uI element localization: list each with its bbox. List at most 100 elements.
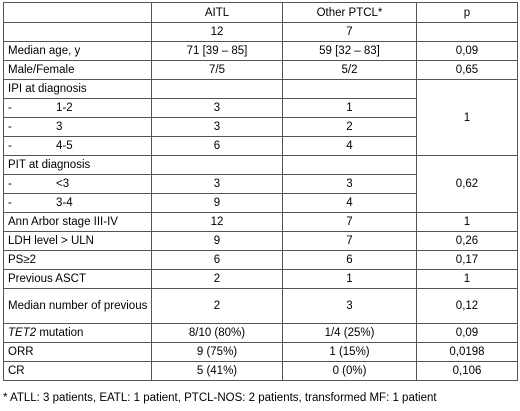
cell-aitl: 8/10 (80%) (151, 323, 283, 343)
cell-aitl: 12 (151, 212, 283, 232)
table-row: PIT at diagnosis 0,62 (3, 155, 518, 213)
cell-aitl: 9 (151, 193, 283, 213)
table-row: Previous ASCT 2 1 1 (3, 269, 518, 289)
table-row: - <3 3 3 (3, 174, 518, 194)
table-row: Median age, y 71 [39 – 85] 59 [32 – 83] … (3, 41, 518, 61)
cell-p: 0,106 (416, 361, 518, 381)
row-label: Ann Arbor stage III-IV (3, 212, 152, 232)
table-row: ORR 9 (75%) 1 (15%) 0,0198 (3, 342, 518, 362)
row-label: PIT at diagnosis (3, 155, 152, 175)
cell-aitl: 7/5 (151, 60, 283, 80)
cell-aitl: 2 (151, 269, 283, 289)
cell-aitl: 5 (41%) (151, 361, 283, 381)
cell-other: 0 (0%) (282, 361, 417, 381)
counts-row: 12 7 (3, 22, 518, 42)
row-sublabel: - <3 (3, 174, 152, 194)
row-sublabel: - 1-2 (3, 98, 152, 118)
cell-aitl: 6 (151, 250, 283, 270)
cell-aitl: 9 (151, 231, 283, 251)
cell-other: 7 (282, 231, 417, 251)
cell-aitl: 3 (151, 98, 283, 118)
count-other: 7 (282, 22, 417, 42)
cell-p: 1 (416, 212, 518, 232)
cell-p: 0,62 (416, 155, 518, 213)
counts-label (3, 22, 152, 42)
table-row: PS≥2 6 6 0,17 (3, 250, 518, 270)
cell-other (282, 79, 417, 99)
cell-other: 2 (282, 117, 417, 137)
sublabel-text: 4-5 (56, 140, 73, 152)
row-label: IPI at diagnosis (3, 79, 152, 99)
cell-p: 1 (416, 79, 518, 156)
cell-aitl (151, 155, 283, 175)
table-row: - 1-2 3 1 (3, 98, 518, 118)
count-aitl: 12 (151, 22, 283, 42)
sublabel-text: 1-2 (56, 102, 73, 114)
cell-p: 0,09 (416, 323, 518, 343)
header-row: AITL Other PTCL* p (3, 2, 518, 23)
cell-p: 0,65 (416, 60, 518, 80)
row-label: CR (3, 361, 152, 381)
table-row: CR 5 (41%) 0 (0%) 0,106 (3, 361, 518, 381)
sublabel-text: <3 (56, 178, 70, 190)
table-row: Male/Female 7/5 5/2 0,65 (3, 60, 518, 80)
cell-other: 59 [32 – 83] (282, 41, 417, 61)
cell-other: 7 (282, 212, 417, 232)
cell-other: 1/4 (25%) (282, 323, 417, 343)
header-empty (3, 2, 152, 23)
row-sublabel: - 4-5 (3, 136, 152, 156)
sublabel-text: 3-4 (56, 197, 73, 209)
cell-p: 0,17 (416, 250, 518, 270)
cell-p: 0,26 (416, 231, 518, 251)
cell-p: 0,09 (416, 41, 518, 61)
row-label: PS≥2 (3, 250, 152, 270)
footnote: * ATLL: 3 patients, EATL: 1 patient, PTC… (3, 392, 437, 404)
cell-p: 0,12 (416, 288, 518, 324)
comparison-table: AITL Other PTCL* p 12 7 Median age, y 71… (3, 2, 518, 381)
cell-aitl: 3 (151, 117, 283, 137)
table-row: LDH level > ULN 9 7 0,26 (3, 231, 518, 251)
row-label: ORR (3, 342, 152, 362)
table-row: TET2 mutation 8/10 (80%) 1/4 (25%) 0,09 (3, 323, 518, 343)
dash: - (8, 197, 12, 209)
sublabel-text: 3 (56, 121, 63, 133)
cell-other: 3 (282, 174, 417, 194)
cell-other: 6 (282, 250, 417, 270)
table-row: Median number of previous therapy 2 3 0,… (3, 288, 518, 324)
cell-other: 4 (282, 136, 417, 156)
header-aitl: AITL (151, 2, 283, 23)
table-row: IPI at diagnosis 1 (3, 79, 518, 156)
cell-aitl: 3 (151, 174, 283, 194)
dash: - (8, 121, 12, 133)
dash: - (8, 102, 12, 114)
cell-other: 1 (282, 98, 417, 118)
cell-other: 3 (282, 288, 417, 324)
cell-other (282, 155, 417, 175)
row-label: Previous ASCT (3, 269, 152, 289)
row-label: Median number of previous therapy (3, 288, 152, 324)
row-label: TET2 mutation (3, 323, 152, 343)
row-label: LDH level > ULN (3, 231, 152, 251)
table-row: - 3-4 9 4 (3, 193, 518, 213)
cell-other: 5/2 (282, 60, 417, 80)
cell-aitl: 2 (151, 288, 283, 324)
row-sublabel: -3 (3, 117, 152, 137)
cell-aitl: 6 (151, 136, 283, 156)
tet2-rest: mutation (36, 327, 84, 339)
row-sublabel: - 3-4 (3, 193, 152, 213)
header-p: p (416, 2, 518, 23)
row-label: Male/Female (3, 60, 152, 80)
dash: - (8, 140, 12, 152)
cell-other: 4 (282, 193, 417, 213)
cell-p: 1 (416, 269, 518, 289)
cell-aitl (151, 79, 283, 99)
cell-aitl: 71 [39 – 85] (151, 41, 283, 61)
cell-p: 0,0198 (416, 342, 518, 362)
header-other-ptcl: Other PTCL* (282, 2, 417, 23)
tet2-italic: TET2 (8, 327, 37, 339)
counts-p (416, 22, 518, 42)
dash: - (8, 178, 12, 190)
cell-other: 1 (282, 269, 417, 289)
cell-other: 1 (15%) (282, 342, 417, 362)
